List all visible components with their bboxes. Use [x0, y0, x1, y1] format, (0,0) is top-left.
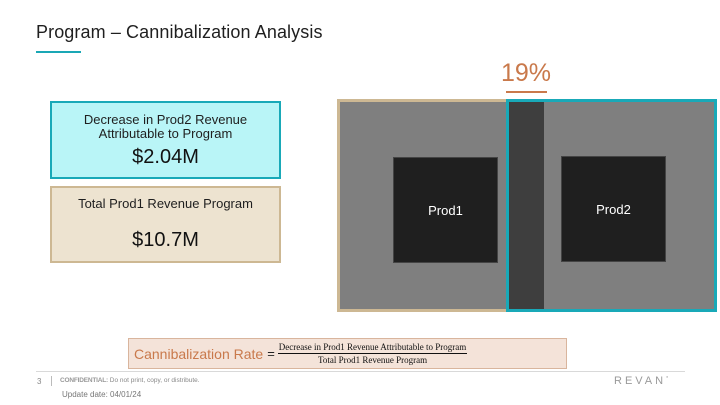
total-revenue-value: $10.7M — [132, 229, 199, 251]
confidential-label: CONFIDENTIAL: — [60, 377, 108, 384]
confidential-text: Do not print, copy, or distribute. — [109, 377, 200, 384]
confidential-notice: CONFIDENTIAL: Do not print, copy, or dis… — [60, 377, 200, 384]
prod1-box: Prod1 — [393, 157, 498, 263]
slide-title: Program – Cannibalization Analysis — [36, 22, 323, 42]
prod2-box: Prod2 — [561, 156, 666, 262]
formula-label: Cannibalization Rate — [134, 345, 264, 362]
company-logo: REVANT — [614, 375, 668, 387]
total-revenue-label: Total Prod1 Revenue Program — [78, 196, 253, 211]
formula-equals: = — [267, 346, 275, 361]
decrease-revenue-box: Decrease in Prod2 Revenue Attributable t… — [50, 101, 281, 179]
total-revenue-box: Total Prod1 Revenue Program $10.7M — [50, 186, 281, 263]
update-date: Update date: 04/01/24 — [62, 390, 142, 399]
formula-numerator: Decrease in Prod1 Revenue Attributable t… — [277, 342, 468, 354]
formula-denominator: Total Prod1 Revenue Program — [317, 355, 428, 365]
overlap-percent: 19% — [501, 59, 552, 87]
decrease-revenue-value: $2.04M — [132, 146, 199, 168]
footer-divider — [36, 371, 685, 372]
page-number: 3 — [37, 377, 42, 386]
title-underline — [36, 51, 81, 53]
formula-fraction: Decrease in Prod1 Revenue Attributable t… — [277, 342, 468, 365]
overlap-percent-underline — [506, 91, 547, 93]
cannibalization-overlap — [509, 102, 544, 309]
footer-separator — [51, 376, 52, 386]
cannibalization-formula: Cannibalization Rate = Decrease in Prod1… — [128, 338, 567, 369]
decrease-revenue-label: Decrease in Prod2 Revenue Attributable t… — [83, 112, 248, 141]
